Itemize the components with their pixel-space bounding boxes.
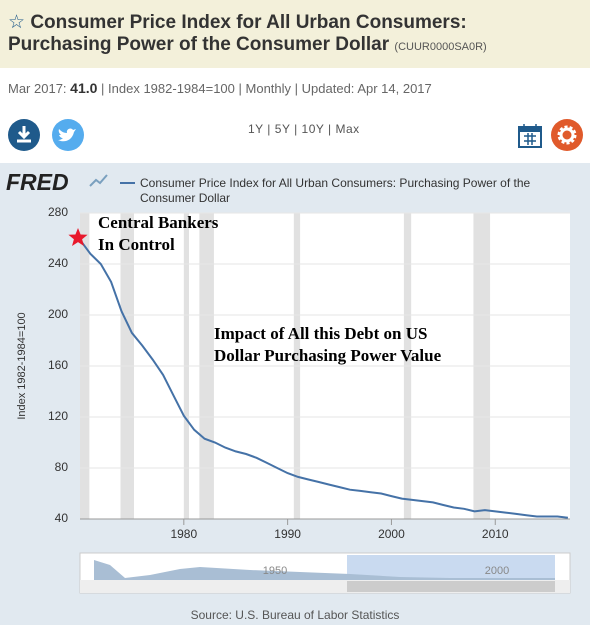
series-id: (CUUR0000SA0R) [394,41,487,53]
series-line [79,239,569,519]
obs-date: Mar 2017: [8,81,67,96]
title: ☆ Consumer Price Index for All Urban Con… [8,12,487,55]
source: Source: U.S. Bureau of Labor Statistics [190,608,400,622]
header: ☆ Consumer Price Index for All Urban Con… [0,0,590,68]
annotation: Central Bankers [98,213,219,232]
annotation: In Control [98,235,175,254]
annotation: Impact of All this Debt on US [214,324,427,343]
y-tick-label: 200 [48,307,68,321]
navigator-window[interactable] [347,555,555,578]
logo-icon [89,174,108,187]
obs-value: 41.0 [70,80,98,96]
updated: Updated: Apr 14, 2017 [301,81,432,96]
x-tick-label: 1980 [170,527,197,541]
legend-label: Consumer Price Index for All Urban Consu… [140,176,531,205]
y-tick-label: 160 [48,358,68,372]
range-buttons: 1Y | 5Y | 10Y | Max [248,122,360,136]
x-tick-label: 2010 [482,527,509,541]
settings-button[interactable] [551,119,583,151]
navigator-series [94,560,555,580]
logo: FRED [6,169,69,195]
info-line: Mar 2017: 41.0 | Index 1982-1984=100 | M… [8,80,432,96]
frequency: Monthly [245,81,292,96]
range[interactable]: 10Y [301,122,325,136]
star-marker [68,228,88,246]
download-button[interactable] [8,119,40,151]
navigator-label: 1950 [263,565,287,577]
y-tick-label: 80 [55,460,69,474]
y-tick-label: 40 [55,511,69,525]
twitter-button[interactable] [52,119,84,151]
scrollbar-thumb[interactable] [347,581,555,592]
range[interactable]: Max [335,122,360,136]
range[interactable]: 1Y [248,122,264,136]
range[interactable]: 5Y [274,122,291,136]
units: Index 1982-1984=100 [108,81,235,96]
y-tick-label: 240 [48,256,68,270]
annotation: Dollar Purchasing Power Value [214,346,442,365]
navigator-label: 2000 [485,565,509,577]
y-axis-label: Index 1982-1984=100 [16,312,28,419]
x-tick-label: 2000 [378,527,405,541]
y-tick-label: 120 [48,409,68,423]
x-tick-label: 1990 [274,527,301,541]
y-tick-label: 280 [48,205,68,219]
calendar-button[interactable] [518,124,542,148]
series-title: Consumer Price Index for All Urban Consu… [8,12,467,55]
